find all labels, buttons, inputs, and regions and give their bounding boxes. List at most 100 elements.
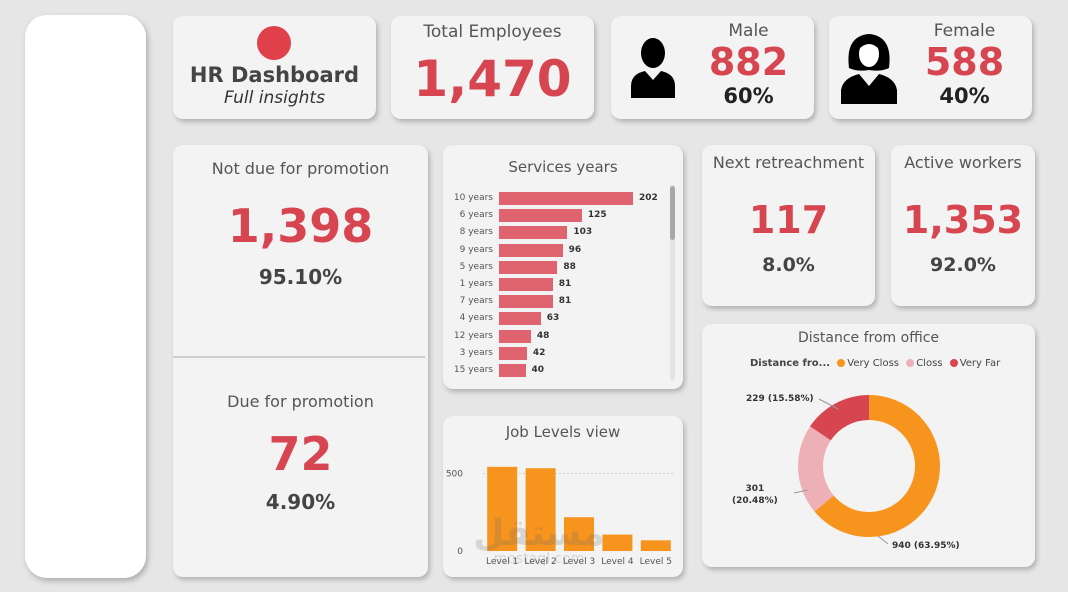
donut-slice[interactable] (814, 395, 940, 537)
service-bar[interactable] (499, 329, 531, 343)
distance-legend: Distance fro... Very Closs Closs Very Fa… (750, 358, 1000, 369)
job-level-bar[interactable] (602, 534, 633, 551)
job-ytick: 0 (457, 547, 463, 557)
label-close-pct: (20.48%) (732, 496, 778, 506)
active-workers-card: Active workers 1,353 92.0% (891, 145, 1035, 306)
due-label: Due for promotion (227, 392, 374, 411)
donut-leader-line (818, 398, 839, 410)
service-bar-category: 15 years (453, 365, 493, 375)
legend-dot-very-far (949, 359, 958, 367)
scrollbar-track[interactable] (670, 185, 675, 381)
service-bar-value: 81 (558, 279, 572, 289)
promotion-card: Not due for promotion 1,398 95.10% Due f… (173, 145, 428, 577)
service-bar[interactable] (499, 243, 563, 257)
female-label: Female (933, 21, 996, 41)
service-bar[interactable] (499, 192, 633, 205)
logo-card: HR Dashboard Full insights (173, 16, 376, 119)
male-label: Male (728, 21, 769, 41)
retirement-card: Next retreachment 117 8.0% (702, 145, 875, 306)
service-bar-row[interactable]: 12 years 48 (443, 329, 663, 343)
service-bar-category: 10 years (453, 193, 493, 203)
job-levels-chart: 500 0 Level 1 Level 2 Level 3 Level 4 Level 5 (446, 466, 675, 567)
label-very-far: 229 (15.58%) (746, 394, 814, 404)
legend-close: Closs (916, 358, 943, 369)
service-bar-category: 3 years (459, 347, 493, 358)
service-bar-value: 48 (536, 330, 550, 341)
service-bar-row[interactable]: 5 years 88 (443, 260, 663, 274)
not-due-label: Not due for promotion (211, 159, 390, 178)
service-bar-category: 4 years (459, 313, 493, 324)
label-close: 301 (20.48%) (732, 483, 778, 507)
legend-title: Distance fro... (750, 358, 831, 369)
male-card: Male 882 60% (611, 16, 814, 119)
distance-card: Distance from office Distance fro... Ver… (702, 324, 1035, 567)
service-bar-category: 1 years (459, 279, 493, 289)
service-bar[interactable] (499, 346, 527, 360)
legend-dot-close (906, 359, 915, 367)
job-level-bar[interactable] (487, 466, 518, 551)
service-bar[interactable] (499, 260, 558, 274)
service-bar-row[interactable]: 9 years 96 (443, 243, 663, 257)
services-years-bars: 10 years 202 6 years 125 8 years 103 9 years 96… (443, 192, 663, 382)
retirement-value: 117 (748, 198, 829, 242)
service-bar-row[interactable]: 3 years 42 (443, 346, 663, 360)
retirement-label: Next retreachment (712, 153, 865, 172)
legend-dot-very-close (837, 359, 846, 367)
distance-title: Distance from office (797, 330, 940, 346)
service-bar-row[interactable]: 4 years 63 (443, 312, 663, 326)
service-bar-value: 202 (639, 193, 658, 203)
donut-leader-line (877, 535, 889, 545)
female-silhouette-icon (841, 34, 897, 104)
service-bar[interactable] (499, 295, 553, 309)
job-level-label: Level 3 (563, 557, 595, 567)
job-level-label: Level 1 (486, 557, 518, 567)
service-bar-value: 96 (568, 244, 582, 255)
job-level-bar[interactable] (640, 540, 671, 551)
service-bar-row[interactable]: 1 years 81 (443, 278, 663, 291)
logo-dot-icon (257, 26, 291, 60)
sidebar-panel (25, 15, 146, 578)
service-bar[interactable] (499, 209, 582, 223)
female-percent: 40% (939, 84, 990, 108)
job-level-label: Level 5 (640, 557, 672, 567)
promotion-divider (173, 356, 425, 358)
service-bar-category: 5 years (459, 261, 493, 272)
job-level-label: Level 4 (601, 557, 634, 567)
legend-very-far: Very Far (959, 358, 1001, 369)
dashboard-subtitle: Full insights (224, 88, 325, 108)
scrollbar-thumb[interactable] (670, 186, 675, 240)
service-bar-row[interactable]: 6 years 125 (443, 209, 663, 223)
dashboard-title: HR Dashboard (189, 63, 360, 87)
service-bar-row[interactable]: 15 years 40 (443, 364, 663, 377)
service-bar[interactable] (499, 312, 541, 326)
active-workers-label: Active workers (904, 153, 1022, 172)
service-bar-category: 12 years (453, 330, 493, 341)
donut-slice[interactable] (798, 426, 834, 512)
service-bar-value: 40 (531, 365, 545, 375)
service-bar-category: 9 years (459, 244, 493, 255)
service-bar-row[interactable]: 10 years 202 (443, 192, 663, 205)
total-employees-value: 1,470 (413, 50, 572, 108)
service-bar[interactable] (499, 278, 553, 291)
job-levels-title: Job Levels view (505, 423, 621, 441)
male-percent: 60% (723, 84, 774, 108)
service-bar[interactable] (499, 364, 526, 377)
label-very-close: 940 (63.95%) (892, 541, 960, 551)
female-value: 588 (924, 40, 1005, 84)
service-bar-value: 42 (532, 347, 546, 358)
female-card: Female 588 40% (829, 16, 1032, 119)
job-level-bar[interactable] (525, 468, 556, 551)
job-levels-card: Job Levels view 500 0 Level 1 Level 2 Level … (443, 416, 683, 577)
services-years-title: Services years (508, 158, 618, 176)
service-bar-row[interactable]: 8 years 103 (443, 226, 663, 240)
service-bar-row[interactable]: 7 years 81 (443, 295, 663, 309)
job-level-bar[interactable] (564, 517, 594, 551)
legend-very-close: Very Closs (847, 358, 899, 369)
service-bar[interactable] (499, 226, 568, 240)
services-years-card: Services years 10 years 202 6 years 125 8 ye… (443, 145, 683, 389)
donut-slice[interactable] (810, 395, 869, 441)
due-value: 72 (268, 427, 333, 481)
job-level-label: Level 2 (524, 557, 556, 567)
total-employees-label: Total Employees (423, 22, 562, 42)
male-value: 882 (708, 40, 789, 84)
